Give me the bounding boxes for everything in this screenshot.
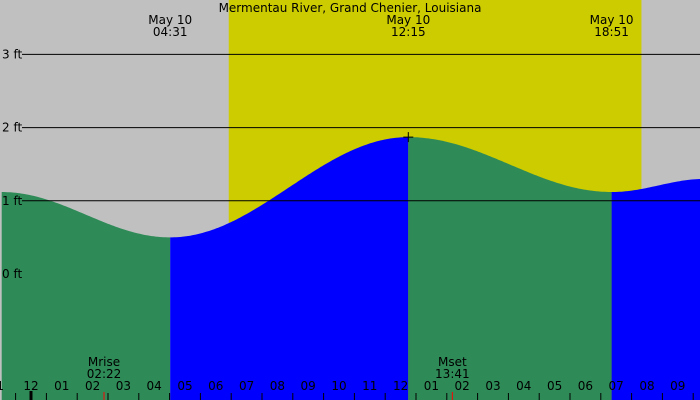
moon-event-name: Mrise xyxy=(88,355,120,369)
x-axis: 1 12 01 02 03 04 05 06 07 08 09 10 11 12 01 02 03 04 05 06 0… xyxy=(0,379,694,400)
x-tick-label: 07 xyxy=(609,379,624,393)
x-tick-label: 05 xyxy=(547,379,562,393)
x-tick-label: 1 xyxy=(0,379,4,393)
x-tick-label: 05 xyxy=(177,379,192,393)
x-tick-label: 04 xyxy=(147,379,162,393)
x-tick-label: 04 xyxy=(516,379,531,393)
x-tick-label: 10 xyxy=(331,379,346,393)
y-tick-label: 2 ft xyxy=(2,121,22,135)
extreme-time-label: 18:51 xyxy=(594,25,629,39)
x-tick-label: 03 xyxy=(116,379,131,393)
x-tick-label: 09 xyxy=(670,379,685,393)
rising-tide-area xyxy=(170,137,409,400)
x-tick-label: 12 xyxy=(23,379,38,393)
extreme-time-label: 04:31 xyxy=(153,25,188,39)
x-tick-label: 12 xyxy=(393,379,408,393)
y-tick-label: 1 ft xyxy=(2,194,22,208)
x-tick-label: 03 xyxy=(485,379,500,393)
falling-tide-area xyxy=(1,192,171,400)
extreme-date-label: May 10 xyxy=(148,13,192,27)
x-tick-label: 08 xyxy=(270,379,285,393)
extreme-time-label: 12:15 xyxy=(391,25,426,39)
x-tick-label: 07 xyxy=(239,379,254,393)
extreme-date-label: May 10 xyxy=(590,13,634,27)
midnight-marker xyxy=(29,391,33,400)
moon-event-time: 13:41 xyxy=(435,367,470,381)
grid-lines xyxy=(22,53,700,202)
y-tick-label: 0 ft xyxy=(2,267,22,281)
x-tick-label: 08 xyxy=(639,379,654,393)
moon-event-name: Mset xyxy=(438,355,467,369)
x-tick-label: 06 xyxy=(578,379,593,393)
y-axis-labels: 0 ft 1 ft 2 ft 3 ft xyxy=(2,47,22,281)
extreme-date-label: May 10 xyxy=(386,13,430,27)
falling-tide-area xyxy=(408,137,612,400)
x-tick-label: 09 xyxy=(301,379,316,393)
x-tick-label: 02 xyxy=(85,379,100,393)
x-tick-label: 06 xyxy=(208,379,223,393)
chart-title: Mermentau River, Grand Chenier, Louisian… xyxy=(219,1,482,15)
peak-marker xyxy=(403,132,414,143)
tide-areas xyxy=(1,137,700,400)
y-tick-label: 3 ft xyxy=(2,47,22,61)
moon-event-time: 02:22 xyxy=(87,367,122,381)
rising-tide-area xyxy=(611,179,700,400)
x-tick-label: 01 xyxy=(54,379,69,393)
x-tick-label: 01 xyxy=(424,379,439,393)
x-tick-label: 11 xyxy=(362,379,377,393)
x-tick-label: 02 xyxy=(455,379,470,393)
